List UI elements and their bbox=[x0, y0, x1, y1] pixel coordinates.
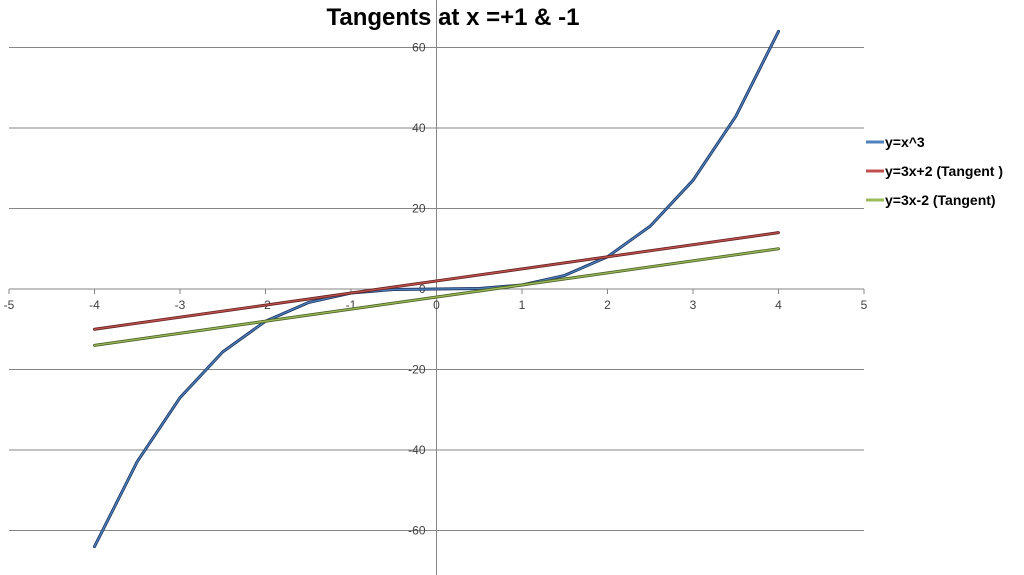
series-lines bbox=[93, 29, 780, 549]
legend-label: y=3x+2 (Tangent ) bbox=[885, 163, 1003, 179]
x-tick-label: 3 bbox=[690, 298, 697, 312]
y-tick-label: -20 bbox=[408, 363, 426, 377]
x-tick-label: 2 bbox=[604, 298, 611, 312]
series-line-y-3x-2-tangent bbox=[93, 231, 780, 330]
x-tick-label: 0 bbox=[433, 298, 440, 312]
x-tick-label: -1 bbox=[346, 298, 357, 312]
legend-label: y=x^3 bbox=[885, 134, 925, 150]
y-tick-label: 20 bbox=[412, 202, 426, 216]
x-tick-label: 1 bbox=[519, 298, 526, 312]
legend: y=x^3 y=3x+2 (Tangent ) y=3x-2 (Tangent) bbox=[866, 134, 1003, 208]
y-tick-label: 60 bbox=[412, 41, 426, 55]
x-tick-label: -4 bbox=[89, 298, 100, 312]
series-line-y-x-3 bbox=[93, 30, 780, 548]
y-tick-label: -40 bbox=[408, 443, 426, 457]
y-tick-label: 40 bbox=[412, 121, 426, 135]
x-tick-label: 5 bbox=[861, 298, 868, 312]
series-line-y-3x-2-tangent bbox=[93, 248, 780, 347]
legend-label: y=3x-2 (Tangent) bbox=[885, 192, 996, 208]
x-tick-label: 4 bbox=[775, 298, 782, 312]
x-tick-label: -3 bbox=[175, 298, 186, 312]
x-tick-label: -5 bbox=[4, 298, 15, 312]
chart-title: Tangents at x =+1 & -1 bbox=[327, 4, 580, 31]
y-tick-label: -60 bbox=[408, 524, 426, 538]
